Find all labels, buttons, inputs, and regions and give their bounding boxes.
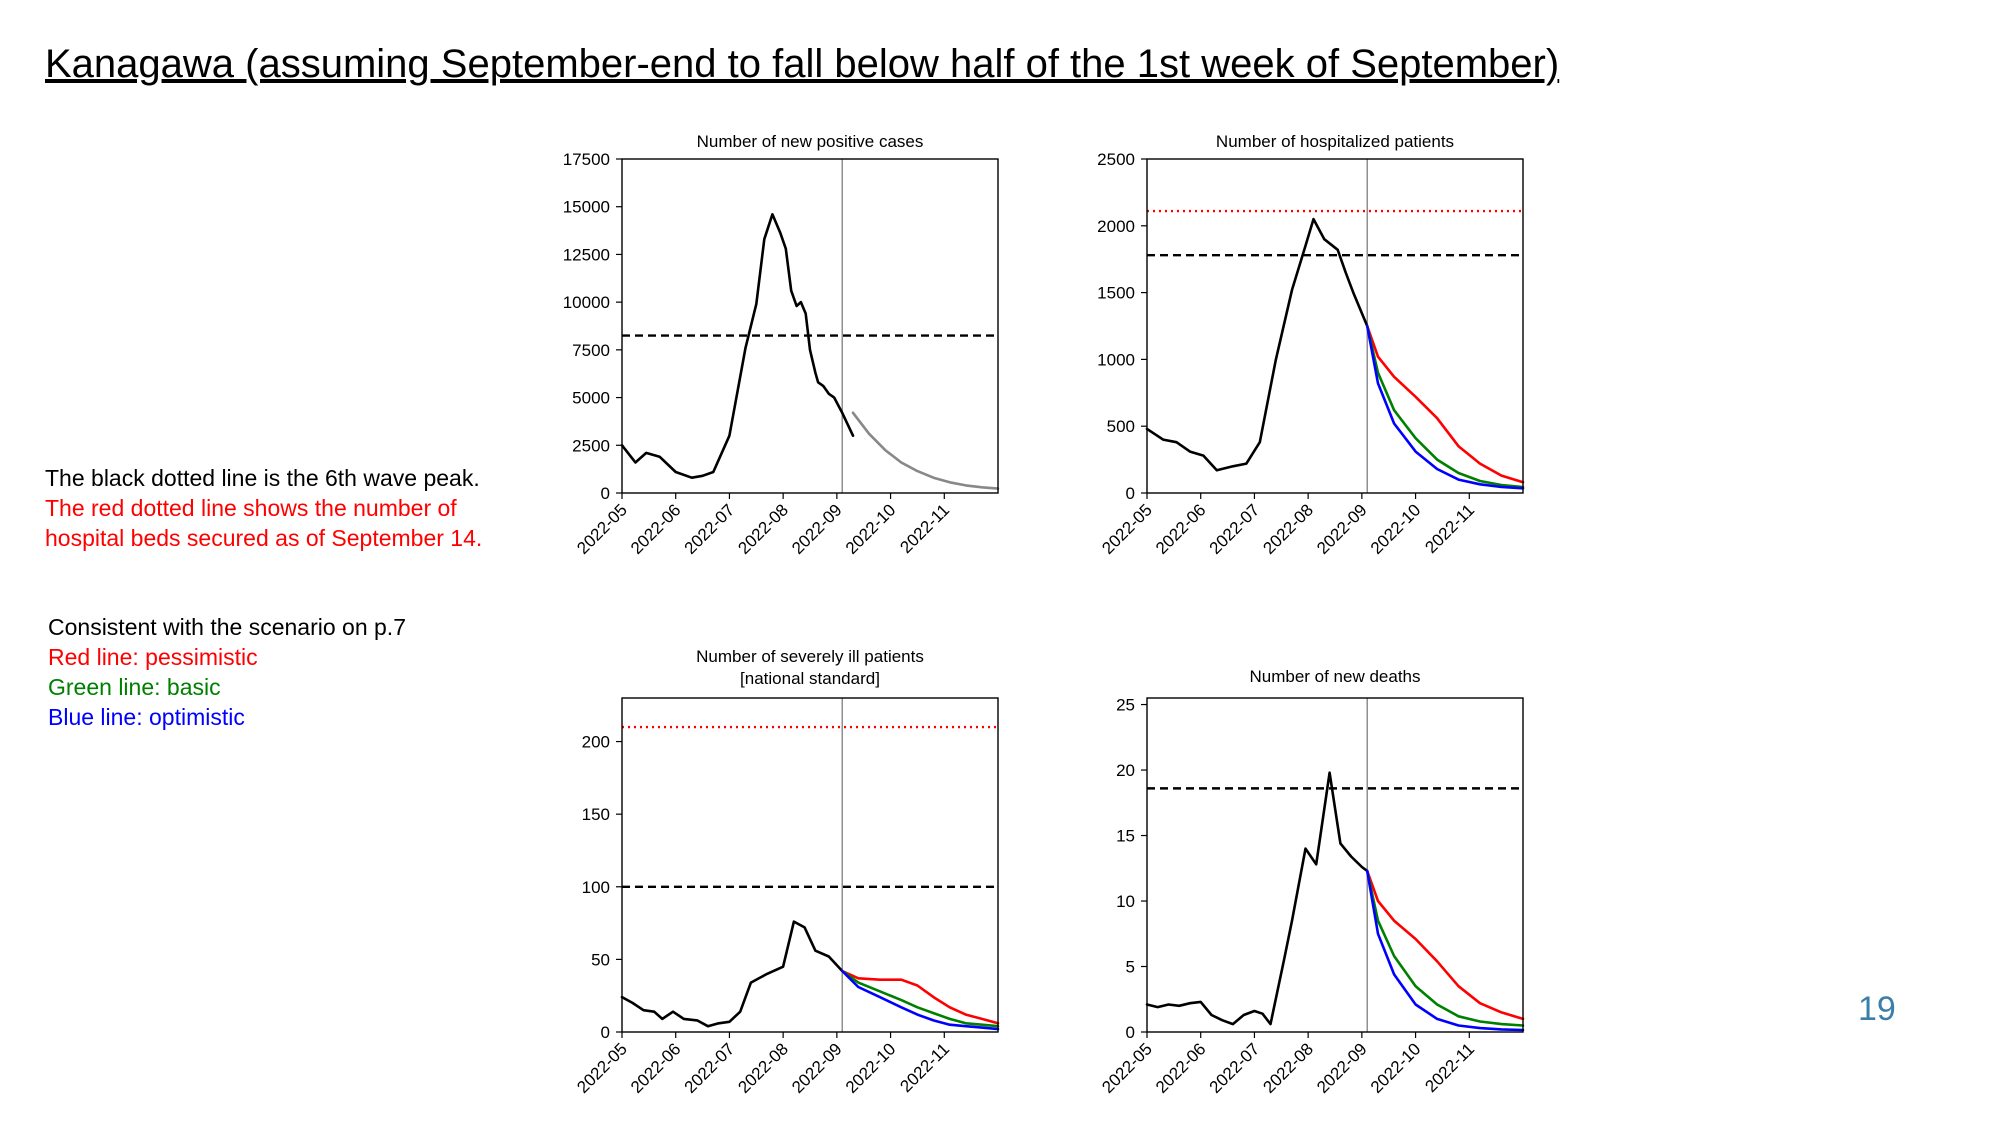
y-tick-label: 5000 [572, 389, 610, 408]
x-tick-label: 2022-06 [1152, 500, 1210, 558]
chart-title: Number of hospitalized patients [1216, 132, 1454, 151]
slide-title: Kanagawa (assuming September-end to fall… [45, 42, 1560, 86]
series-basic-line [840, 969, 1000, 1028]
y-tick-label: 100 [582, 878, 610, 897]
x-tick-label: 2022-06 [1152, 1039, 1210, 1097]
y-tick-label: 150 [582, 805, 610, 824]
chart-title: Number of severely ill patients [696, 647, 924, 666]
series-pessimistic-line [1365, 869, 1525, 1021]
series-observed-line [1145, 217, 1369, 472]
scenario-green: Green line: basic [48, 674, 221, 700]
x-tick-label: 2022-11 [1421, 500, 1478, 557]
x-tick-label: 2022-09 [1313, 500, 1371, 558]
plot-frame [1146, 158, 1524, 494]
notes-block: The black dotted line is the 6th wave pe… [45, 463, 482, 553]
series-forecast-line [851, 411, 1000, 490]
note-black-line: The black dotted line is the 6th wave pe… [45, 465, 480, 491]
series-optimistic-line [1365, 869, 1525, 1032]
scenario-heading: Consistent with the scenario on p.7 [48, 614, 406, 640]
x-tick-label: 2022-07 [1206, 1039, 1264, 1097]
y-tick-label: 15 [1116, 827, 1135, 846]
x-tick-label: 2022-08 [1259, 1039, 1317, 1097]
x-tick-label: 2022-08 [734, 500, 792, 558]
x-tick-label: 2022-11 [896, 1039, 953, 1096]
y-tick-label: 2500 [572, 436, 610, 455]
y-tick-label: 7500 [572, 341, 610, 360]
x-tick-label: 2022-05 [1098, 1039, 1156, 1097]
scenario-legend: Consistent with the scenario on p.7 Red … [48, 612, 406, 732]
x-tick-label: 2022-07 [681, 1039, 739, 1097]
x-tick-label: 2022-05 [573, 500, 631, 558]
y-tick-label: 50 [591, 950, 610, 969]
series-observed-line [620, 213, 855, 480]
x-tick-label: 2022-05 [1098, 500, 1156, 558]
x-tick-label: 2022-10 [1367, 500, 1425, 558]
y-tick-label: 200 [582, 733, 610, 752]
y-tick-label: 0 [1126, 484, 1135, 503]
x-tick-label: 2022-09 [788, 1039, 846, 1097]
y-tick-label: 0 [1126, 1023, 1135, 1042]
scenario-blue: Blue line: optimistic [48, 704, 245, 730]
chart-severely-ill-patients: Number of severely ill patients [national… [573, 647, 1000, 1097]
plot-frame [621, 697, 999, 1033]
scenario-red: Red line: pessimistic [48, 644, 258, 670]
series-pessimistic-line [1365, 324, 1525, 484]
y-tick-label: 15000 [563, 198, 610, 217]
series-observed-line [620, 920, 844, 1028]
y-tick-label: 5 [1126, 958, 1135, 977]
x-tick-label: 2022-06 [627, 1039, 685, 1097]
x-tick-label: 2022-09 [788, 500, 846, 558]
x-tick-label: 2022-10 [842, 500, 900, 558]
chart-new-positive-cases: Number of new positive cases 0 2500 5000 750… [563, 132, 1000, 558]
y-tick-label: 500 [1107, 417, 1135, 436]
y-tick-label: 2500 [1097, 150, 1135, 169]
series-pessimistic-line [840, 969, 1000, 1025]
x-tick-label: 2022-09 [1313, 1039, 1371, 1097]
series-optimistic-line [1365, 324, 1525, 490]
chart-hospitalized-patients: Number of hospitalized patients 0 500 1000 1… [1097, 132, 1525, 558]
x-tick-label: 2022-05 [573, 1039, 631, 1097]
y-tick-label: 25 [1116, 696, 1135, 715]
x-tick-label: 2022-10 [842, 1039, 900, 1097]
y-tick-label: 0 [601, 1023, 610, 1042]
note-red-line-2: hospital beds secured as of September 14… [45, 525, 483, 551]
y-tick-label: 17500 [563, 150, 610, 169]
plot-frame [621, 158, 999, 494]
series-basic-line [1365, 869, 1525, 1027]
y-tick-label: 12500 [563, 245, 610, 264]
chart-title: Number of new positive cases [697, 132, 924, 151]
x-tick-label: 2022-07 [681, 500, 739, 558]
chart-title: Number of new deaths [1249, 667, 1420, 686]
x-tick-label: 2022-10 [1367, 1039, 1425, 1097]
y-tick-label: 1000 [1097, 350, 1135, 369]
x-tick-label: 2022-11 [896, 500, 953, 557]
y-tick-label: 0 [601, 484, 610, 503]
y-tick-label: 20 [1116, 761, 1135, 780]
y-tick-label: 1500 [1097, 284, 1135, 303]
chart-title: [national standard] [740, 669, 880, 688]
y-tick-label: 10 [1116, 892, 1135, 911]
note-red-line-1: The red dotted line shows the number of [45, 495, 457, 521]
y-tick-label: 10000 [563, 293, 610, 312]
plot-frame [1146, 697, 1524, 1033]
chart-new-deaths: Number of new deaths05101520252022-05202… [1098, 667, 1525, 1097]
x-tick-label: 2022-08 [1259, 500, 1317, 558]
x-tick-label: 2022-11 [1421, 1039, 1478, 1096]
x-tick-label: 2022-08 [734, 1039, 792, 1097]
y-tick-label: 2000 [1097, 217, 1135, 236]
series-optimistic-line [840, 969, 1000, 1031]
series-basic-line [1365, 324, 1525, 489]
series-observed-line [1145, 771, 1369, 1026]
x-tick-label: 2022-07 [1206, 500, 1264, 558]
page-number: 19 [1858, 990, 1896, 1028]
x-tick-label: 2022-06 [627, 500, 685, 558]
